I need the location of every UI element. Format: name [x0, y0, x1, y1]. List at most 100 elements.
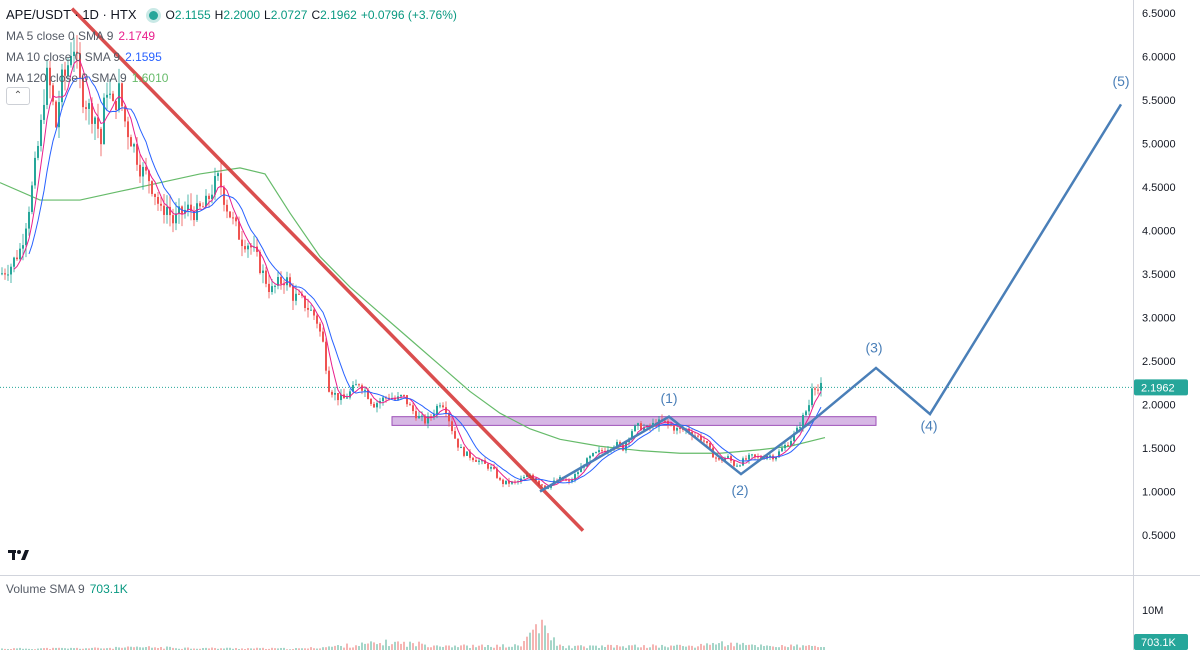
volume-bar — [340, 645, 342, 650]
candle-body — [241, 239, 243, 247]
volume-bar — [58, 647, 60, 650]
volume-bar — [256, 647, 258, 650]
volume-bar — [202, 648, 204, 650]
candle-body — [511, 481, 513, 484]
candle-body — [703, 440, 705, 442]
volume-bar — [316, 648, 318, 650]
price-axis[interactable]: 6.5000 6.0000 5.5000 5.0000 4.5000 4.0000 3.50… — [1142, 8, 1176, 542]
candle-body — [469, 451, 471, 458]
candle-body — [139, 164, 141, 177]
volume-legend[interactable]: Volume SMA 9 703.1K — [6, 582, 128, 596]
volume-bar — [514, 644, 516, 650]
volume-bar — [739, 644, 741, 650]
candle-body — [298, 293, 300, 295]
candle-body — [748, 454, 750, 460]
volume-bar — [298, 648, 300, 650]
indicator-value: 1.6010 — [131, 71, 169, 85]
volume-bar — [616, 645, 618, 650]
volume-bar — [640, 647, 642, 650]
volume-bar — [442, 646, 444, 650]
volume-bar — [376, 644, 378, 650]
volume-axis-tick: 10M — [1142, 605, 1163, 617]
candle-body — [277, 276, 279, 286]
candle-body — [439, 405, 441, 407]
candle-body — [67, 65, 69, 76]
volume-bar — [391, 644, 393, 650]
candle-body — [178, 206, 180, 214]
candle-body — [70, 56, 72, 66]
volume-bar — [163, 648, 165, 650]
volume-bar — [436, 645, 438, 650]
candle-body — [4, 273, 6, 275]
high-value: 2.2000 — [223, 8, 261, 22]
volume-bar — [586, 648, 588, 650]
indicator-ma5[interactable]: MA 5 close 0 SMA 9 2.1749 — [6, 26, 461, 47]
volume-bar — [214, 647, 216, 650]
volume-bar — [604, 647, 606, 650]
volume-bar — [772, 646, 774, 650]
candle-body — [430, 416, 432, 418]
candle-body — [94, 117, 96, 124]
volume-indicator-value: 703.1K — [89, 582, 128, 596]
tradingview-logo-icon[interactable] — [6, 544, 32, 566]
volume-bar — [712, 642, 714, 650]
candle-body — [142, 166, 144, 177]
candle-body — [349, 391, 351, 398]
candle-body — [148, 170, 150, 182]
candle-body — [322, 331, 324, 342]
candle-body — [220, 173, 222, 188]
candle-body — [745, 458, 747, 460]
candle-body — [640, 423, 642, 431]
volume-bar — [484, 647, 486, 650]
candle-body — [403, 394, 405, 396]
volume-bar — [577, 645, 579, 650]
candle-body — [811, 388, 813, 406]
volume-bar — [235, 648, 237, 650]
volume-bar — [283, 647, 285, 650]
volume-bar — [808, 645, 810, 650]
candle-body — [328, 370, 330, 392]
downtrend-line[interactable] — [70, 7, 585, 532]
elliott-wave-path[interactable] — [539, 103, 1123, 493]
y-tick-label: 1.0000 — [1142, 487, 1176, 499]
volume-last-label: 703.1K — [1141, 637, 1177, 649]
volume-bar — [154, 647, 156, 650]
resistance-zone[interactable] — [391, 416, 877, 426]
indicator-ma120[interactable]: MA 120 close 0 SMA 9 1.6010 — [6, 68, 461, 89]
volume-bar — [517, 645, 519, 650]
candle-body — [37, 145, 39, 158]
volume-bar — [670, 645, 672, 650]
symbol-title[interactable]: APE/USDT · 1D · HTX — [6, 7, 137, 22]
candle-body — [91, 103, 93, 124]
volume-bar — [106, 648, 108, 650]
candle-body — [448, 413, 450, 422]
volume-bar — [556, 645, 558, 650]
volume-bar — [400, 643, 402, 650]
candle-body — [325, 341, 327, 371]
indicator-ma10[interactable]: MA 10 close 0 SMA 9 2.1595 — [6, 47, 461, 68]
candle-body — [724, 457, 726, 461]
y-tick-label: 3.5000 — [1142, 269, 1176, 281]
volume-bar — [781, 645, 783, 650]
collapse-legend-button[interactable]: ⌃ — [6, 87, 30, 105]
indicator-value: 2.1749 — [118, 29, 156, 43]
candle-body — [733, 460, 735, 466]
candle-body — [634, 425, 636, 432]
y-tick-label: 2.0000 — [1142, 400, 1176, 412]
volume-bar — [409, 641, 411, 650]
volume-bar — [7, 648, 9, 650]
volume-bar — [685, 646, 687, 650]
volume-bar — [145, 647, 147, 650]
volume-bar — [406, 646, 408, 650]
volume-bar — [220, 648, 222, 650]
volume-bar — [355, 645, 357, 650]
volume-bar — [745, 645, 747, 650]
volume-bar — [421, 643, 423, 650]
volume-bar — [493, 647, 495, 650]
candle-body — [151, 181, 153, 194]
candle-body — [268, 283, 270, 293]
candle-body — [40, 119, 42, 146]
candle-body — [256, 246, 258, 252]
volume-bar — [364, 643, 366, 650]
